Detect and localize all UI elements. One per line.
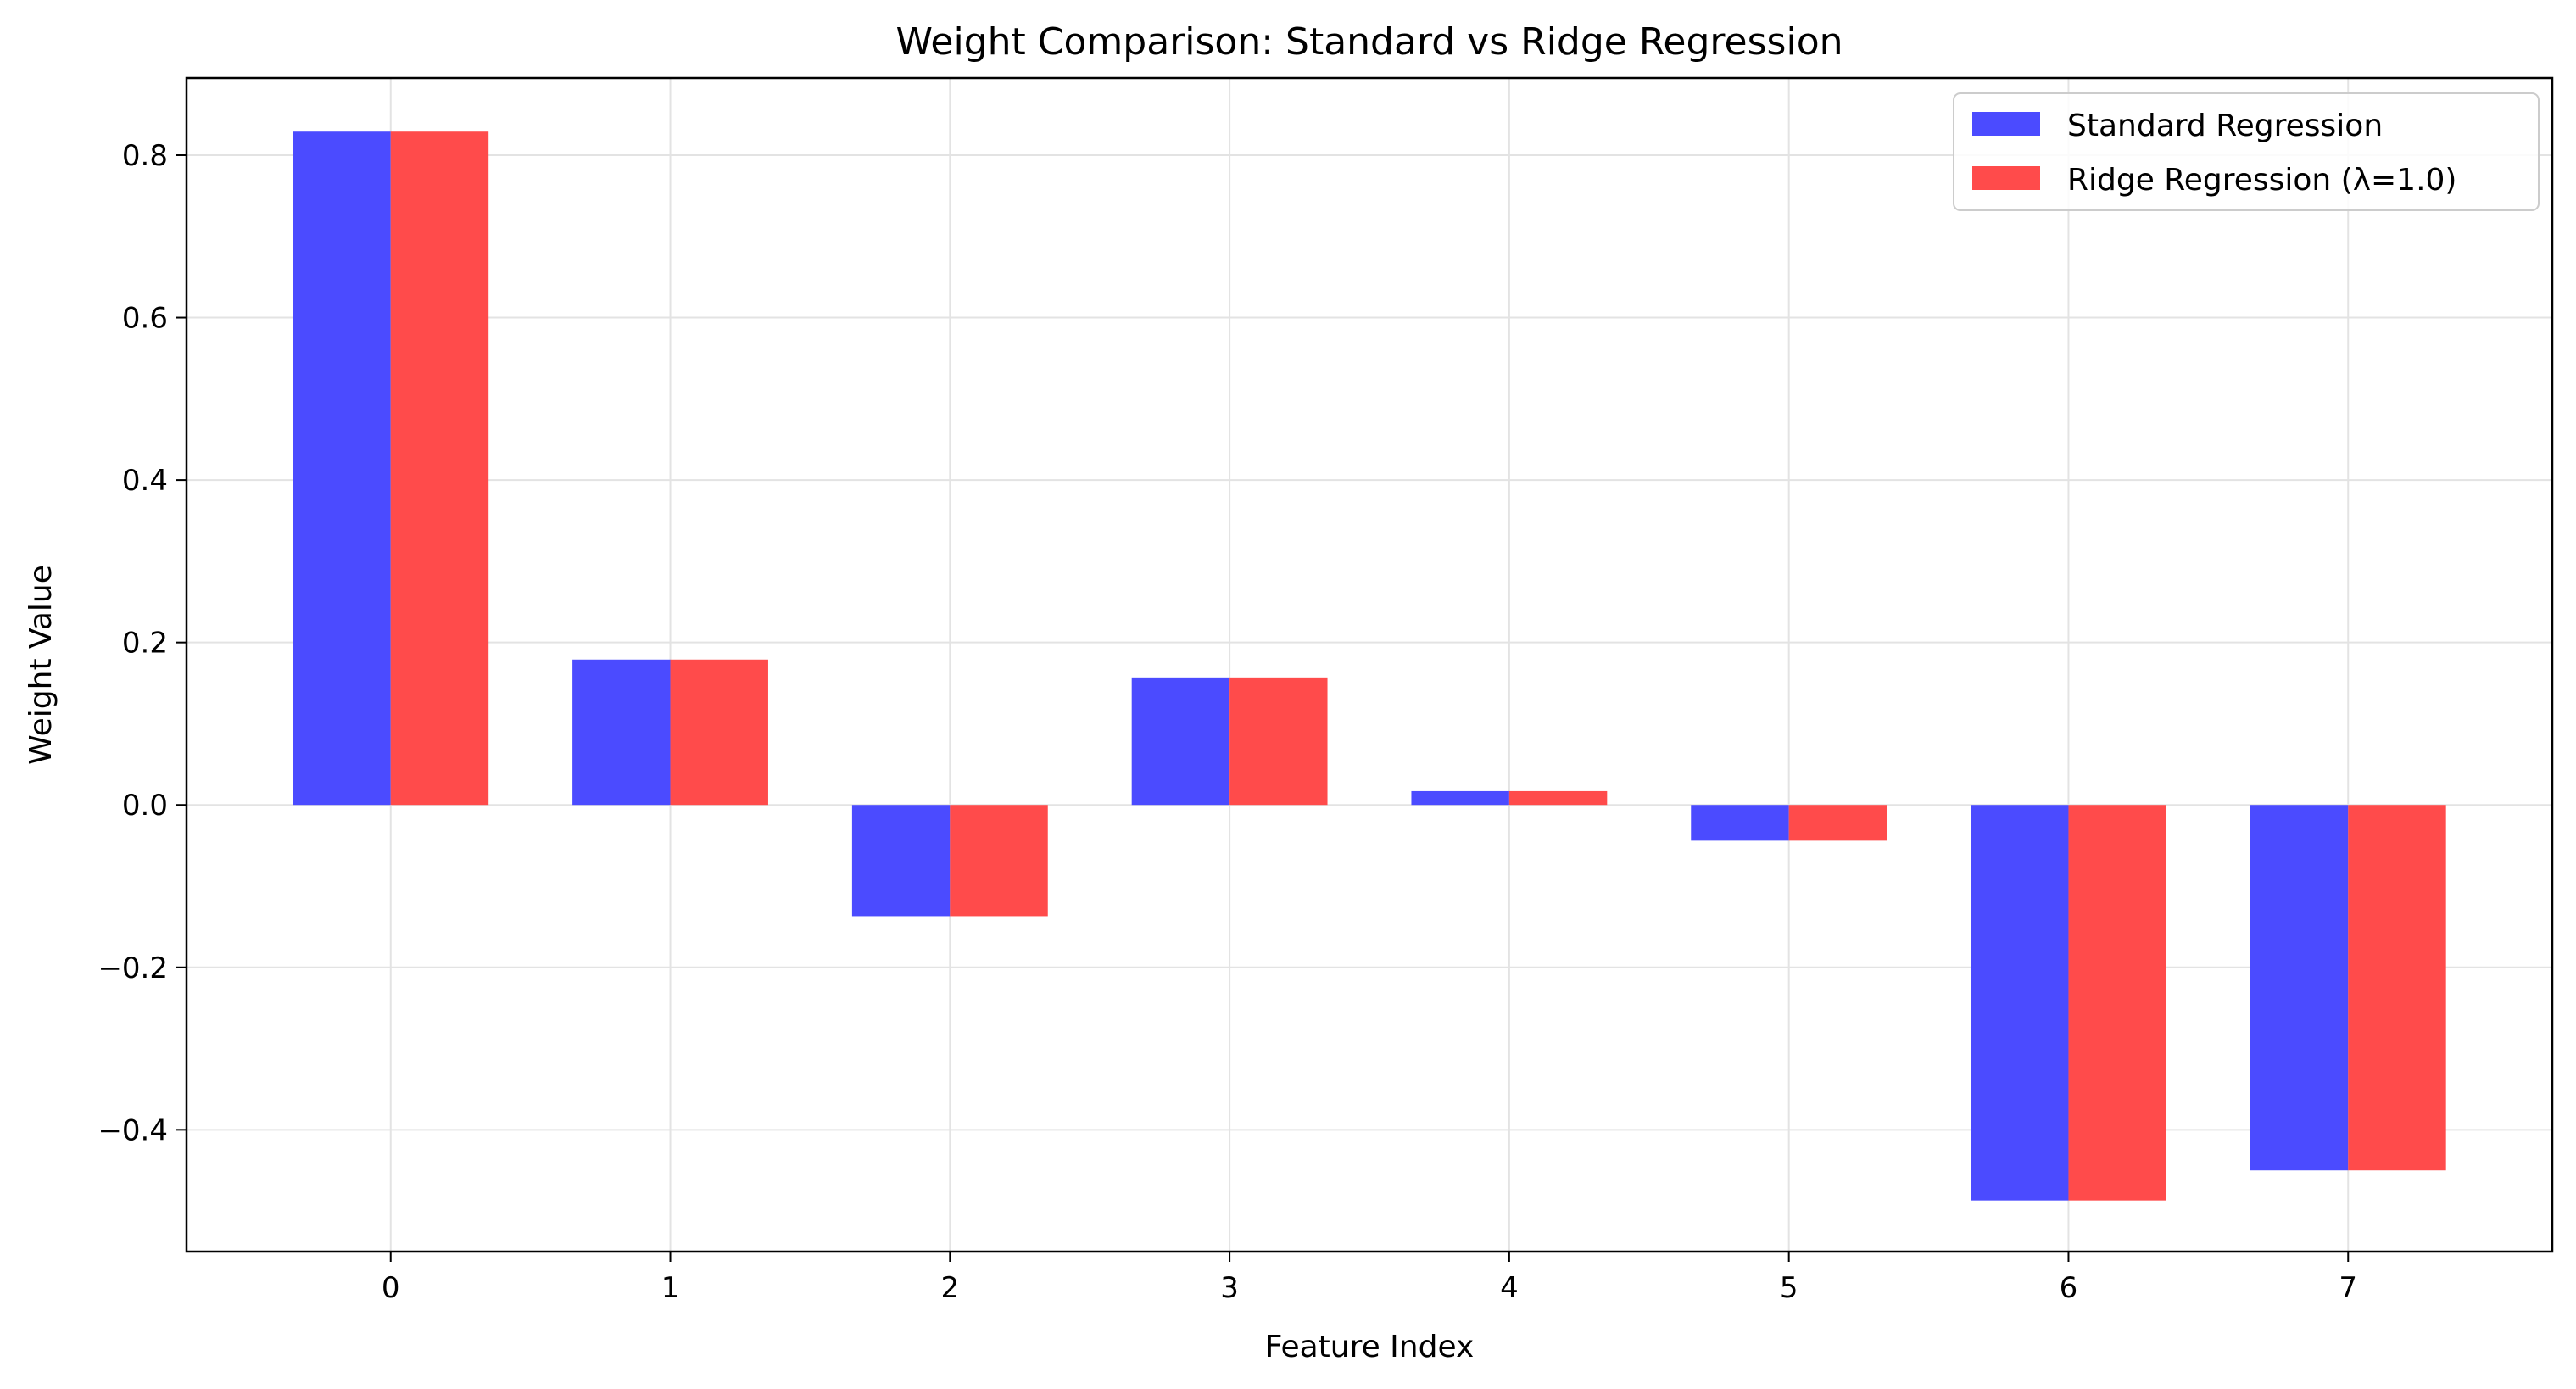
bar-standard-4 [1411, 790, 1509, 806]
bar-standard-6 [1971, 805, 2069, 1201]
bar-ridge-5 [1788, 805, 1887, 841]
x-tick-label: 0 [382, 1271, 400, 1305]
y-tick-label: −0.2 [98, 951, 168, 985]
legend-swatch-standard [1972, 112, 2040, 136]
x-tick-label: 6 [2060, 1271, 2078, 1305]
bar-ridge-6 [2068, 805, 2166, 1201]
y-tick-label: −0.4 [98, 1113, 168, 1147]
legend: Standard Regression Ridge Regression (λ=… [1953, 92, 2540, 211]
bar-ridge-3 [1229, 677, 1328, 806]
bar-ridge-4 [1508, 790, 1608, 806]
axis-ticks: 0 1 2 3 4 5 6 7 −0.4 −0.2 0.0 0.2 0.4 0.6 0.8 [98, 139, 2357, 1305]
bar-standard-7 [2250, 805, 2349, 1171]
y-tick-label: 0.0 [122, 789, 168, 823]
y-tick-label: 0.8 [122, 139, 168, 173]
x-tick-label: 4 [1500, 1271, 1519, 1305]
bars [293, 131, 2446, 1201]
bar-ridge-2 [950, 805, 1048, 917]
plot-frame [185, 76, 2554, 1253]
legend-label-standard: Standard Regression [2067, 109, 2383, 143]
x-tick-label: 2 [940, 1271, 959, 1305]
x-tick-label: 3 [1220, 1271, 1239, 1305]
bar-ridge-7 [2348, 805, 2446, 1171]
legend-swatch-ridge [1972, 166, 2040, 190]
x-axis-label: Feature Index [1265, 1330, 1475, 1364]
bar-standard-5 [1691, 805, 1789, 841]
y-tick-label: 0.2 [122, 627, 168, 661]
x-tick-label: 7 [2339, 1271, 2357, 1305]
bar-ridge-1 [670, 659, 768, 806]
x-tick-label: 5 [1780, 1271, 1798, 1305]
chart-title: Weight Comparison: Standard vs Ridge Reg… [895, 20, 1843, 64]
x-tick-label: 1 [661, 1271, 680, 1305]
bar-standard-2 [851, 805, 951, 917]
y-tick-label: 0.6 [122, 302, 168, 336]
y-axis-label: Weight Value [24, 565, 59, 765]
bar-ridge-0 [390, 131, 489, 806]
legend-box [1953, 92, 2540, 211]
legend-label-ridge: Ridge Regression (λ=1.0) [2067, 163, 2456, 198]
bar-standard-3 [1131, 677, 1230, 806]
bar-standard-1 [572, 659, 671, 806]
bar-standard-0 [293, 131, 391, 806]
y-tick-label: 0.4 [122, 464, 168, 498]
